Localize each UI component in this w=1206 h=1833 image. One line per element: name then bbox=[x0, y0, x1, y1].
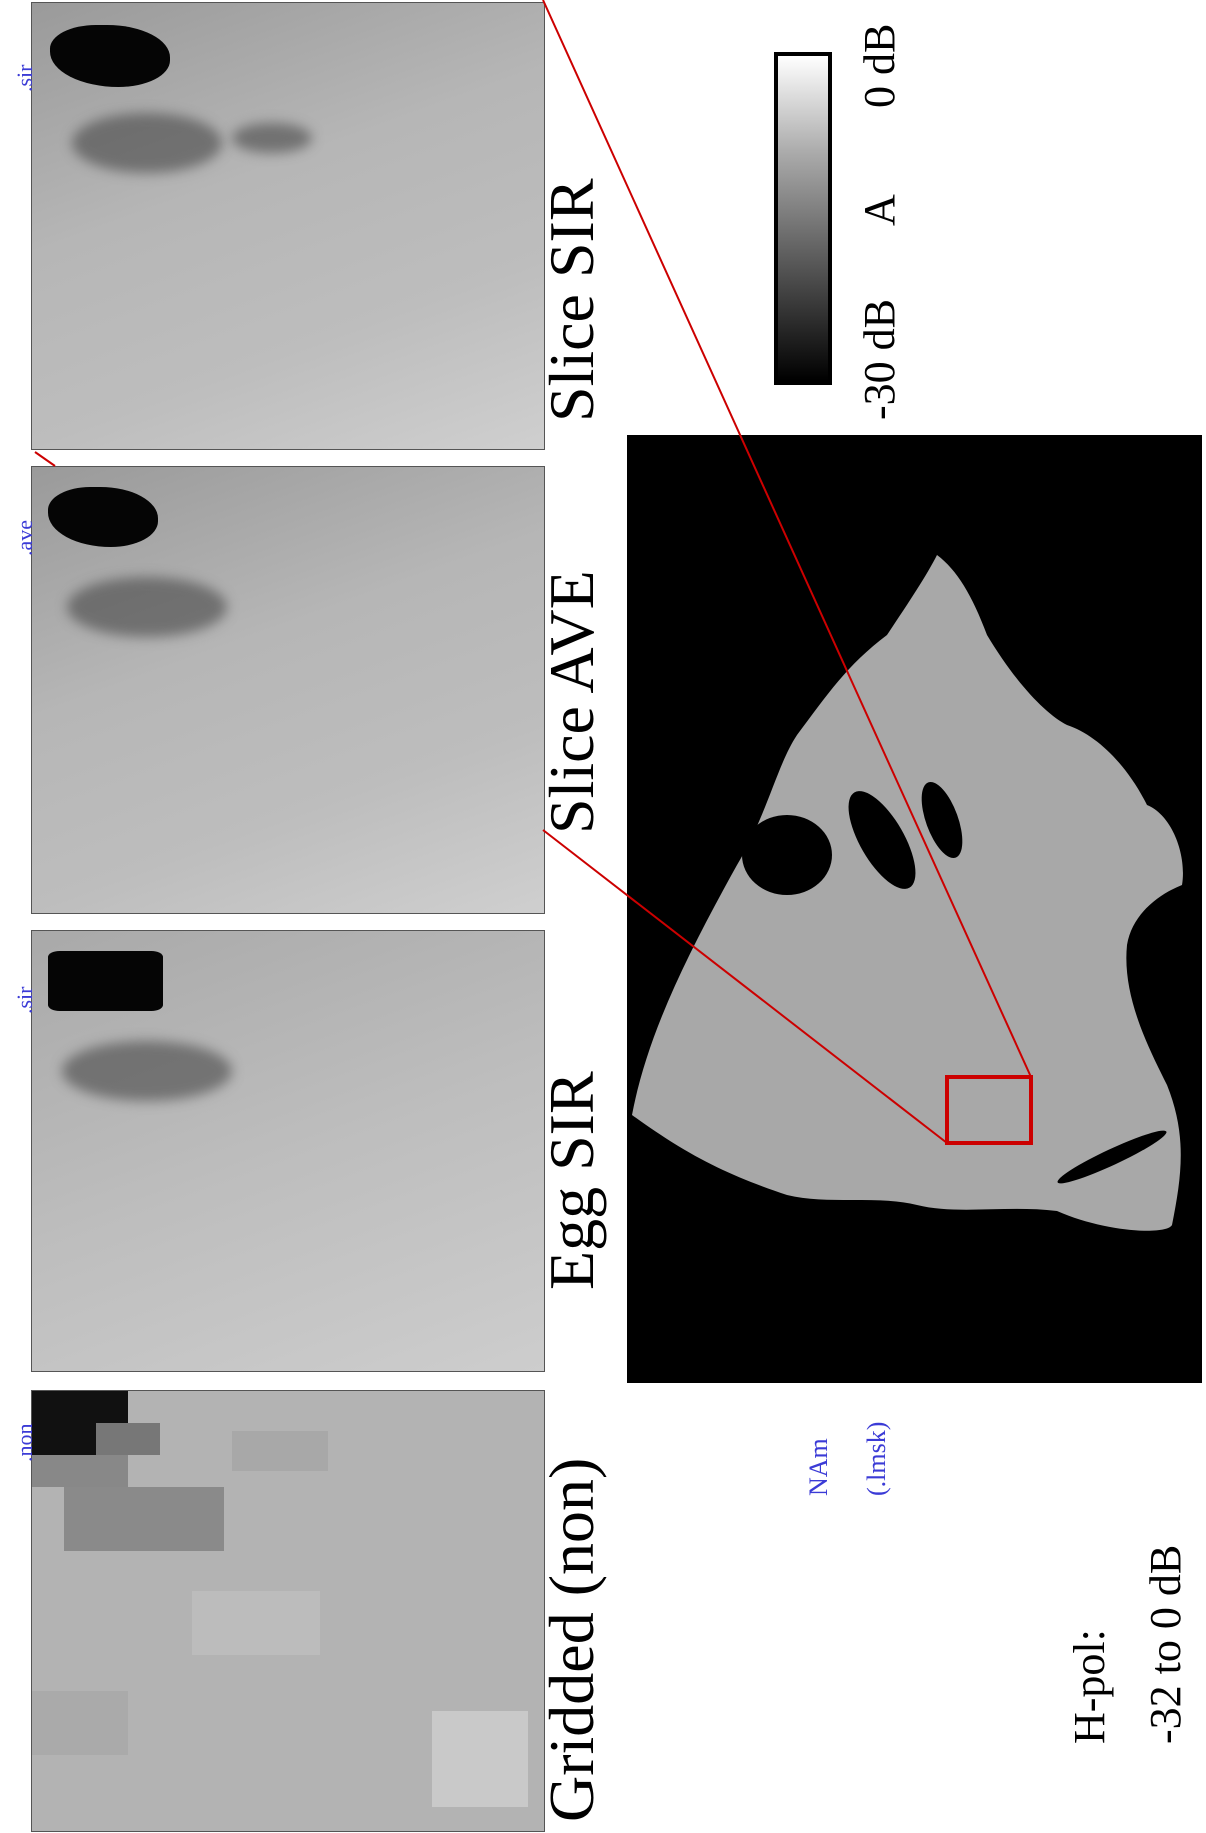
polarization-line1: H-pol: bbox=[1065, 1629, 1114, 1744]
zoom-line-top bbox=[542, 0, 1032, 1078]
full-region-map bbox=[627, 435, 1202, 1383]
colorbar bbox=[774, 52, 832, 385]
polarization-line2: -32 to 0 dB bbox=[1141, 1544, 1190, 1744]
colorbar-top-label: 0 dB bbox=[855, 23, 904, 108]
gridded-non-panel bbox=[31, 1390, 545, 1832]
colorbar-mid-label: A bbox=[855, 194, 904, 226]
region-label: NAm bbox=[804, 1438, 833, 1496]
zoom-line-bottom bbox=[542, 829, 948, 1144]
landmass-shape bbox=[632, 555, 1183, 1231]
egg-sir-panel bbox=[31, 930, 545, 1372]
mask-label: (.lmsk) bbox=[862, 1421, 891, 1496]
zoom-line-connector bbox=[34, 451, 56, 467]
zoom-box bbox=[945, 1075, 1033, 1145]
colorbar-bottom-label: -30 dB bbox=[855, 299, 904, 420]
slice-sir-panel bbox=[31, 2, 545, 450]
slice-ave-panel bbox=[31, 466, 545, 914]
